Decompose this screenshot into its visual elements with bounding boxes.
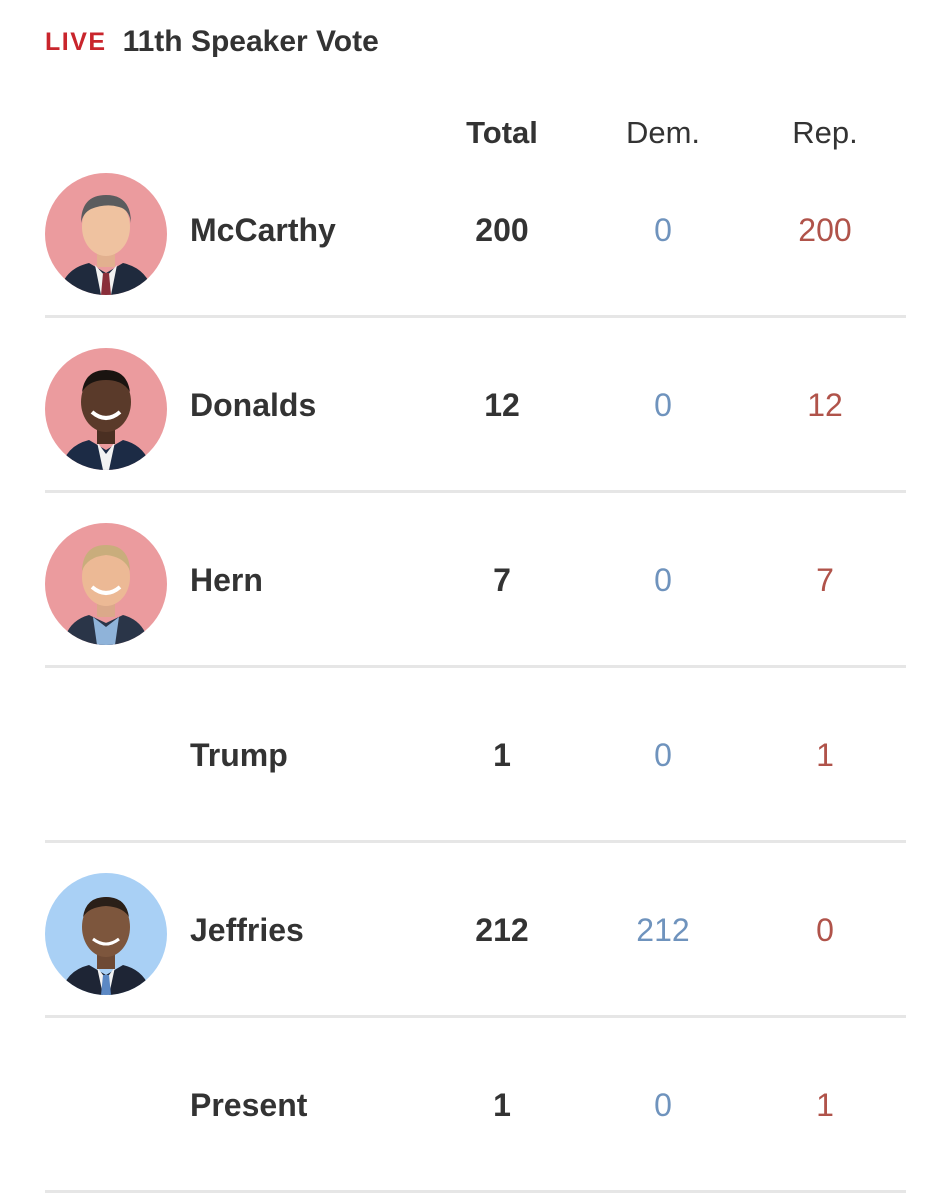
rep-votes: 0	[816, 912, 834, 948]
total-votes: 7	[493, 562, 511, 598]
avatar-donalds	[45, 348, 167, 470]
live-badge: LIVE	[45, 27, 107, 56]
table-row-mccarthy: McCarthy 200 0 200	[45, 143, 906, 318]
dem-votes: 0	[654, 562, 672, 598]
column-header-dem: Dem.	[625, 115, 701, 150]
rep-votes: 1	[816, 1087, 834, 1123]
candidate-name: Jeffries	[190, 912, 304, 948]
candidate-name: Donalds	[190, 387, 317, 423]
total-votes: 200	[475, 212, 529, 248]
avatar-jeffries	[45, 873, 167, 995]
dem-votes: 212	[636, 912, 690, 948]
candidate-name: McCarthy	[190, 212, 336, 248]
table-row-trump: Trump 1 0 1	[45, 668, 906, 843]
total-votes: 1	[493, 737, 511, 773]
table-row-donalds: Donalds 12 0 12	[45, 318, 906, 493]
avatar-hern	[45, 523, 167, 645]
total-votes: 212	[475, 912, 529, 948]
dem-votes: 0	[654, 1087, 672, 1123]
column-header-rep: Rep.	[792, 115, 858, 150]
candidate-name: Present	[190, 1087, 308, 1123]
dem-votes: 0	[654, 387, 672, 423]
candidate-name: Hern	[190, 562, 263, 598]
column-header-total: Total	[466, 115, 538, 150]
rep-votes: 7	[816, 562, 834, 598]
page-title: 11th Speaker Vote	[122, 25, 379, 58]
rep-votes: 1	[816, 737, 834, 773]
avatar-mccarthy	[45, 173, 167, 295]
total-votes: 1	[493, 1087, 511, 1123]
dem-votes: 0	[654, 212, 672, 248]
rep-votes: 12	[807, 387, 843, 423]
header: LIVE 11th Speaker Vote	[45, 22, 379, 62]
table-row-jeffries: Jeffries 212 212 0	[45, 843, 906, 1018]
table-row-hern: Hern 7 0 7	[45, 493, 906, 668]
candidate-name: Trump	[190, 737, 288, 773]
rep-votes: 200	[798, 212, 852, 248]
table-row-present: Present 1 0 1	[45, 1018, 906, 1193]
dem-votes: 0	[654, 737, 672, 773]
total-votes: 12	[484, 387, 520, 423]
